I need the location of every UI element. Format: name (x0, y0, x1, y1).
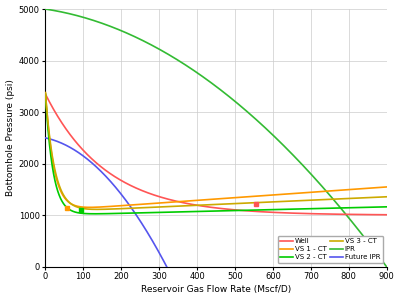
Legend: Well, VS 1 - CT, VS 2 - CT, VS 3 - CT, IPR, Future IPR: Well, VS 1 - CT, VS 2 - CT, VS 3 - CT, I… (278, 236, 383, 263)
X-axis label: Reservoir Gas Flow Rate (Mscf/D): Reservoir Gas Flow Rate (Mscf/D) (141, 285, 291, 294)
Y-axis label: Bottomhole Pressure (psi): Bottomhole Pressure (psi) (6, 80, 14, 196)
